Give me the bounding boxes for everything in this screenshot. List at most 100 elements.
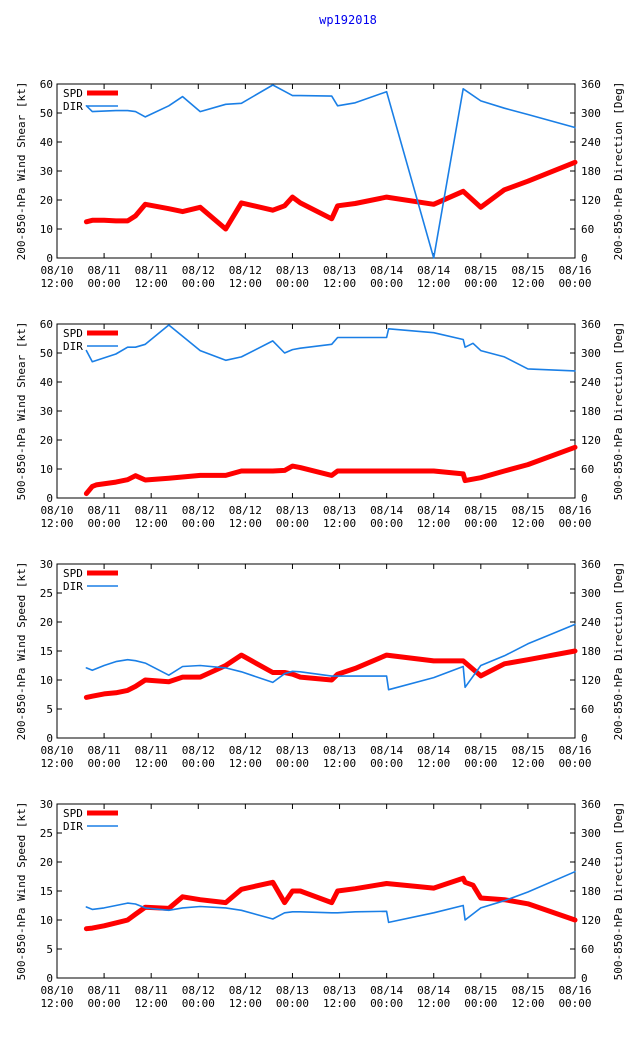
x-tick-label-date: 08/10 (40, 264, 73, 277)
x-tick-label-time: 00:00 (464, 277, 497, 290)
x-tick-label-date: 08/11 (88, 984, 121, 997)
x-tick-label-time: 00:00 (558, 757, 591, 770)
y2-tick-label: 120 (581, 914, 601, 927)
y2-tick-label: 300 (581, 347, 601, 360)
x-tick-label-date: 08/15 (464, 264, 497, 277)
x-tick-label-date: 08/14 (370, 264, 403, 277)
plot-frame (56, 563, 576, 739)
x-tick-label-time: 00:00 (88, 997, 121, 1010)
chart-panel-1: 010203040506006012018024030036008/1012:0… (15, 78, 625, 290)
x-tick-label-date: 08/14 (417, 264, 450, 277)
x-tick-label-time: 12:00 (511, 277, 544, 290)
x-tick-label-date: 08/13 (276, 504, 309, 517)
y-axis-label: 200-850-hPa Wind Shear [kt] (15, 82, 28, 261)
y-tick-label: 60 (40, 78, 53, 91)
plot-frame (56, 803, 576, 979)
x-tick-label-time: 00:00 (182, 997, 215, 1010)
spd-series-line (83, 875, 578, 932)
y-tick-label: 20 (40, 194, 53, 207)
legend-label-dir: DIR (63, 340, 83, 353)
x-tick-label-date: 08/16 (558, 984, 591, 997)
y-tick-label: 25 (40, 827, 53, 840)
x-tick-label-time: 12:00 (135, 997, 168, 1010)
x-tick-label-date: 08/10 (40, 504, 73, 517)
y-tick-label: 10 (40, 914, 53, 927)
x-tick-label-time: 12:00 (323, 517, 356, 530)
x-tick-label-time: 00:00 (276, 517, 309, 530)
x-tick-label-time: 12:00 (323, 277, 356, 290)
spd-series-line (83, 444, 578, 497)
x-tick-label-date: 08/10 (40, 744, 73, 757)
y-tick-label: 20 (40, 856, 53, 869)
x-tick-label-time: 12:00 (229, 997, 262, 1010)
x-tick-label-date: 08/13 (276, 984, 309, 997)
y2-tick-label: 0 (581, 492, 588, 505)
y-tick-label: 0 (46, 972, 53, 985)
y2-tick-label: 120 (581, 434, 601, 447)
y2-axis-label: 200-850-hPa Direction [Deg] (612, 562, 625, 741)
x-tick-label-date: 08/12 (182, 264, 215, 277)
y-tick-label: 10 (40, 463, 53, 476)
x-tick-label-time: 12:00 (229, 517, 262, 530)
chart-panel-4: 05101520253006012018024030036008/1012:00… (15, 798, 625, 1010)
y2-tick-label: 360 (581, 78, 601, 91)
x-tick-label-time: 12:00 (40, 277, 73, 290)
x-tick-label-date: 08/12 (182, 504, 215, 517)
x-tick-label-date: 08/16 (558, 264, 591, 277)
x-tick-label-time: 12:00 (511, 757, 544, 770)
y-tick-label: 0 (46, 732, 53, 745)
dir-series-line (85, 623, 576, 691)
chart-panel-3: 05101520253006012018024030036008/1012:00… (15, 558, 625, 770)
dir-series-line (85, 870, 576, 924)
x-tick-label-time: 00:00 (558, 277, 591, 290)
x-tick-label-time: 12:00 (229, 757, 262, 770)
y-tick-label: 50 (40, 347, 53, 360)
y-tick-label: 20 (40, 616, 53, 629)
x-tick-label-date: 08/15 (511, 744, 544, 757)
y-tick-label: 15 (40, 645, 53, 658)
legend-label-spd: SPD (63, 567, 83, 580)
y-tick-label: 30 (40, 405, 53, 418)
x-tick-label-date: 08/10 (40, 984, 73, 997)
y-axis-label: 500-850-hPa Wind Shear [kt] (15, 322, 28, 501)
x-tick-label-date: 08/13 (323, 264, 356, 277)
x-tick-label-date: 08/15 (464, 744, 497, 757)
y2-tick-label: 60 (581, 943, 594, 956)
x-tick-label-date: 08/14 (417, 744, 450, 757)
y-tick-label: 5 (46, 943, 53, 956)
y-tick-label: 20 (40, 434, 53, 447)
x-tick-label-time: 12:00 (40, 757, 73, 770)
x-tick-label-time: 00:00 (370, 277, 403, 290)
spd-series-line (83, 159, 578, 232)
y2-tick-label: 300 (581, 827, 601, 840)
x-tick-label-date: 08/11 (88, 504, 121, 517)
y-tick-label: 0 (46, 492, 53, 505)
y2-tick-label: 240 (581, 616, 601, 629)
chart-title: wp192018 (319, 13, 377, 27)
x-tick-label-date: 08/12 (229, 744, 262, 757)
y2-axis-label: 500-850-hPa Direction [Deg] (612, 322, 625, 501)
y2-tick-label: 360 (581, 798, 601, 811)
y-tick-label: 30 (40, 558, 53, 571)
x-tick-label-time: 12:00 (417, 517, 450, 530)
x-tick-label-date: 08/15 (464, 504, 497, 517)
y2-tick-label: 360 (581, 318, 601, 331)
y-tick-label: 25 (40, 587, 53, 600)
x-tick-label-time: 00:00 (276, 997, 309, 1010)
y2-tick-label: 0 (581, 732, 588, 745)
y-tick-label: 40 (40, 136, 53, 149)
x-tick-label-time: 00:00 (464, 997, 497, 1010)
y2-tick-label: 240 (581, 376, 601, 389)
x-tick-label-time: 00:00 (370, 757, 403, 770)
x-tick-label-time: 12:00 (417, 997, 450, 1010)
y-tick-label: 5 (46, 703, 53, 716)
y-tick-label: 30 (40, 798, 53, 811)
x-tick-label-date: 08/16 (558, 504, 591, 517)
y2-tick-label: 60 (581, 223, 594, 236)
x-tick-label-date: 08/11 (135, 264, 168, 277)
y2-tick-label: 180 (581, 885, 601, 898)
x-tick-label-date: 08/11 (135, 984, 168, 997)
